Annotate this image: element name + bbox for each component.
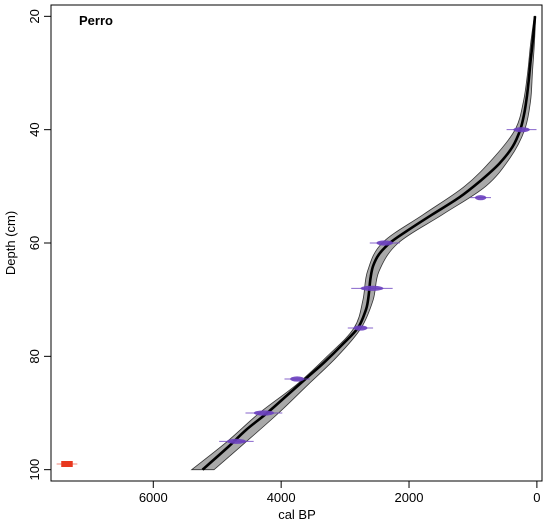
date-sample-mark bbox=[353, 325, 368, 331]
x-tick-label: 6000 bbox=[139, 490, 168, 505]
envelope-band bbox=[190, 15, 537, 471]
date-sample bbox=[470, 195, 491, 201]
x-tick-label: 4000 bbox=[267, 490, 296, 505]
date-sample bbox=[369, 240, 400, 246]
median-line bbox=[201, 16, 537, 471]
y-tick-label: 40 bbox=[27, 122, 42, 136]
median-curve bbox=[201, 16, 537, 471]
date-sample bbox=[219, 438, 254, 444]
date-sample bbox=[245, 410, 283, 416]
dated-samples bbox=[56, 127, 537, 467]
y-axis: 20 40 60 80 100 bbox=[27, 9, 52, 481]
y-axis-title: Depth (cm) bbox=[3, 211, 18, 275]
y-tick-label: 60 bbox=[27, 236, 42, 250]
date-sample bbox=[351, 285, 393, 291]
date-sample-mark bbox=[376, 240, 394, 246]
date-sample-mark bbox=[226, 438, 246, 444]
date-sample bbox=[506, 127, 537, 133]
outlier-mark bbox=[61, 461, 73, 467]
x-axis-title: cal BP bbox=[278, 507, 316, 522]
x-tick-label: 2000 bbox=[395, 490, 424, 505]
date-sample-mark bbox=[360, 285, 384, 291]
chart-title: Perro bbox=[79, 13, 113, 28]
date-sample bbox=[347, 325, 374, 331]
y-tick-label: 80 bbox=[27, 349, 42, 363]
confidence-envelope bbox=[190, 15, 537, 471]
date-sample-mark bbox=[253, 410, 275, 416]
date-sample-mark bbox=[474, 195, 487, 201]
date-sample-mark bbox=[513, 127, 530, 133]
outlier-sample bbox=[56, 461, 78, 467]
date-sample bbox=[284, 376, 310, 382]
x-axis: 6000 4000 2000 0 bbox=[139, 480, 541, 505]
date-sample-mark bbox=[290, 376, 305, 382]
plot-frame bbox=[50, 4, 543, 482]
y-tick-label: 20 bbox=[27, 9, 42, 23]
x-tick-label: 0 bbox=[533, 490, 540, 505]
y-tick-label: 100 bbox=[27, 459, 42, 481]
